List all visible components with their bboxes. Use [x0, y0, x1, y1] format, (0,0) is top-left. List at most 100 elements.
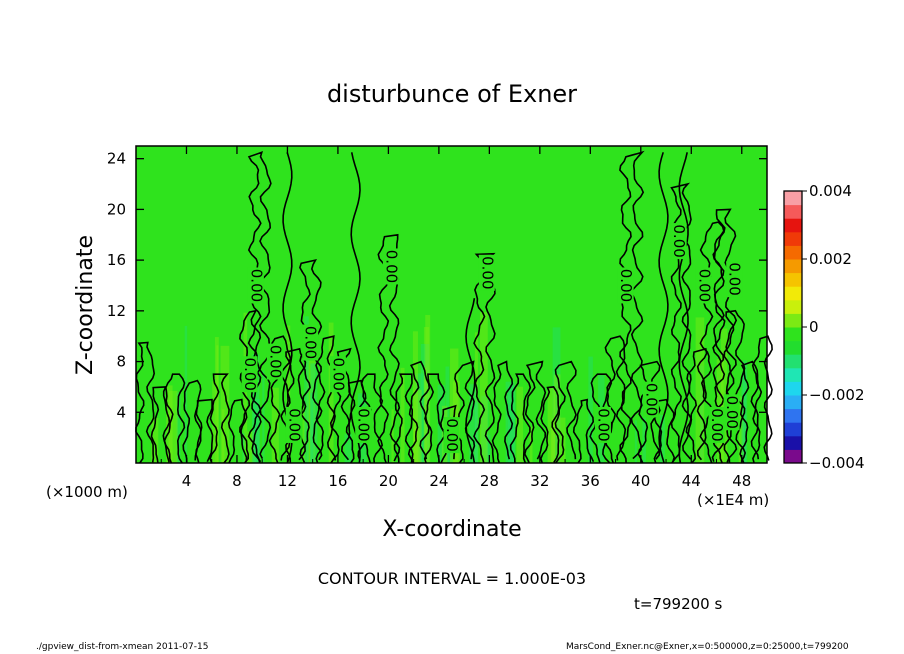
field-tint	[588, 356, 593, 463]
contour-line	[658, 152, 669, 464]
colorbar-bin	[784, 286, 802, 301]
contour-label: 0.00	[302, 326, 320, 359]
contour-label: 0.00	[723, 396, 741, 429]
colorbar-bin	[784, 191, 802, 206]
contour-label-backing	[302, 324, 319, 361]
contour-label: 0.00	[355, 408, 373, 441]
y-tick-label: 20	[107, 200, 126, 218]
x-tick-label: 12	[278, 472, 297, 490]
field-tint	[485, 434, 491, 463]
field-tint	[302, 407, 306, 463]
contour-label-backing	[329, 356, 346, 393]
x-unit-note: (×1000 m)	[46, 483, 128, 501]
contour-line	[299, 258, 323, 464]
contour-line	[393, 373, 414, 464]
y-axis-label: Z-coordinate	[73, 235, 98, 375]
contour-label: 0.00	[708, 408, 726, 441]
field-tint	[695, 317, 705, 463]
contour-line	[540, 386, 560, 464]
footer-right: MarsCond_Exner.nc@Exner,x=0:500000,z=0:2…	[566, 642, 849, 652]
colorbar-bin	[784, 340, 802, 355]
field-tint	[529, 426, 533, 463]
colorbar-bin	[784, 259, 802, 274]
contour-label: 0.00	[329, 358, 347, 391]
contour-label-backing	[723, 394, 740, 431]
colorbar-ticks: 0.004 0.002 0 −0.002 −0.004	[802, 182, 865, 472]
field-tint	[252, 354, 260, 463]
contour-line	[685, 347, 708, 464]
colorbar-bin	[784, 327, 802, 342]
field-tint	[184, 325, 188, 463]
contour-label-backing	[478, 254, 495, 291]
contour-line	[350, 152, 361, 464]
x-tick-label: 32	[530, 472, 549, 490]
y-tick-label: 12	[107, 302, 126, 320]
contour-label-backing	[594, 406, 611, 443]
contour-label: 0.00	[670, 224, 688, 257]
colorbar-bin	[784, 354, 802, 369]
colorbar: 0.004 0.002 0 −0.002 −0.004	[783, 182, 865, 472]
colorbar-bin	[784, 313, 802, 328]
field-tint	[420, 343, 430, 463]
contour-label: 0.00	[478, 256, 496, 289]
contour-lines	[135, 150, 773, 464]
contour-label: 0.00	[594, 408, 612, 441]
colorbar-bin	[784, 218, 802, 233]
y-tick-label: 24	[107, 150, 126, 168]
plot-area: 0.000.00 0.000.000.000.000.000.000.000.00…	[107, 145, 773, 490]
contour-label-backing	[247, 267, 264, 304]
contour-line	[239, 309, 262, 464]
x-axis-label: X-coordinate	[382, 517, 521, 542]
colorbar-bin	[784, 367, 802, 382]
contour-line	[491, 360, 514, 464]
field-tint	[474, 402, 479, 463]
field-tint	[415, 373, 424, 463]
field-tint	[505, 381, 515, 463]
colorbar-bin	[784, 245, 802, 260]
contour-label: 0.00	[266, 345, 284, 378]
field-tint	[400, 367, 405, 463]
x-tick-label: 44	[682, 472, 701, 490]
contour-line	[268, 335, 292, 464]
contour-line	[637, 360, 661, 464]
field-tint	[552, 327, 561, 463]
contour-label: 0.00	[726, 262, 744, 295]
field-tint	[344, 434, 352, 463]
contour-label: 0.00	[285, 408, 303, 441]
contour-label: 0.00	[642, 383, 660, 416]
y-tick-label: 4	[116, 403, 126, 421]
field-tint	[412, 331, 418, 463]
contour-line	[377, 233, 401, 464]
contour-label: 0.00	[247, 269, 265, 302]
contour-label-backing	[726, 261, 743, 298]
field-tint	[220, 345, 230, 463]
field-tint	[212, 381, 216, 463]
contour-label: 0.00	[382, 250, 400, 283]
field-tint	[176, 392, 181, 463]
field-tint	[391, 409, 394, 463]
contour-label-backing	[266, 343, 283, 380]
contour-line	[509, 373, 532, 464]
x-tick-label: 48	[732, 472, 751, 490]
y-tick-label: 8	[116, 353, 126, 371]
x-tick-label: 28	[480, 472, 499, 490]
contour-line	[195, 398, 214, 464]
contour-line	[678, 152, 689, 464]
colorbar-bin	[784, 422, 802, 437]
field-tint	[306, 340, 316, 463]
contour-label-backing	[670, 223, 687, 260]
x-tick-label: 16	[328, 472, 347, 490]
field-tint	[151, 418, 159, 463]
contour-label: 0.00	[241, 358, 259, 391]
field-tint	[214, 337, 219, 463]
field-tint	[738, 396, 745, 463]
contour-line	[572, 398, 595, 464]
contour-line	[619, 150, 645, 464]
contour-line	[699, 221, 725, 464]
field-tint	[310, 392, 314, 463]
y-axis: 4 8 12 16 20 24	[107, 150, 767, 421]
x-scale-note: (×1E4 m)	[697, 491, 769, 509]
contour-label-backing	[355, 406, 372, 443]
contour-line	[473, 252, 496, 464]
contour-label: 0.00	[617, 269, 635, 302]
